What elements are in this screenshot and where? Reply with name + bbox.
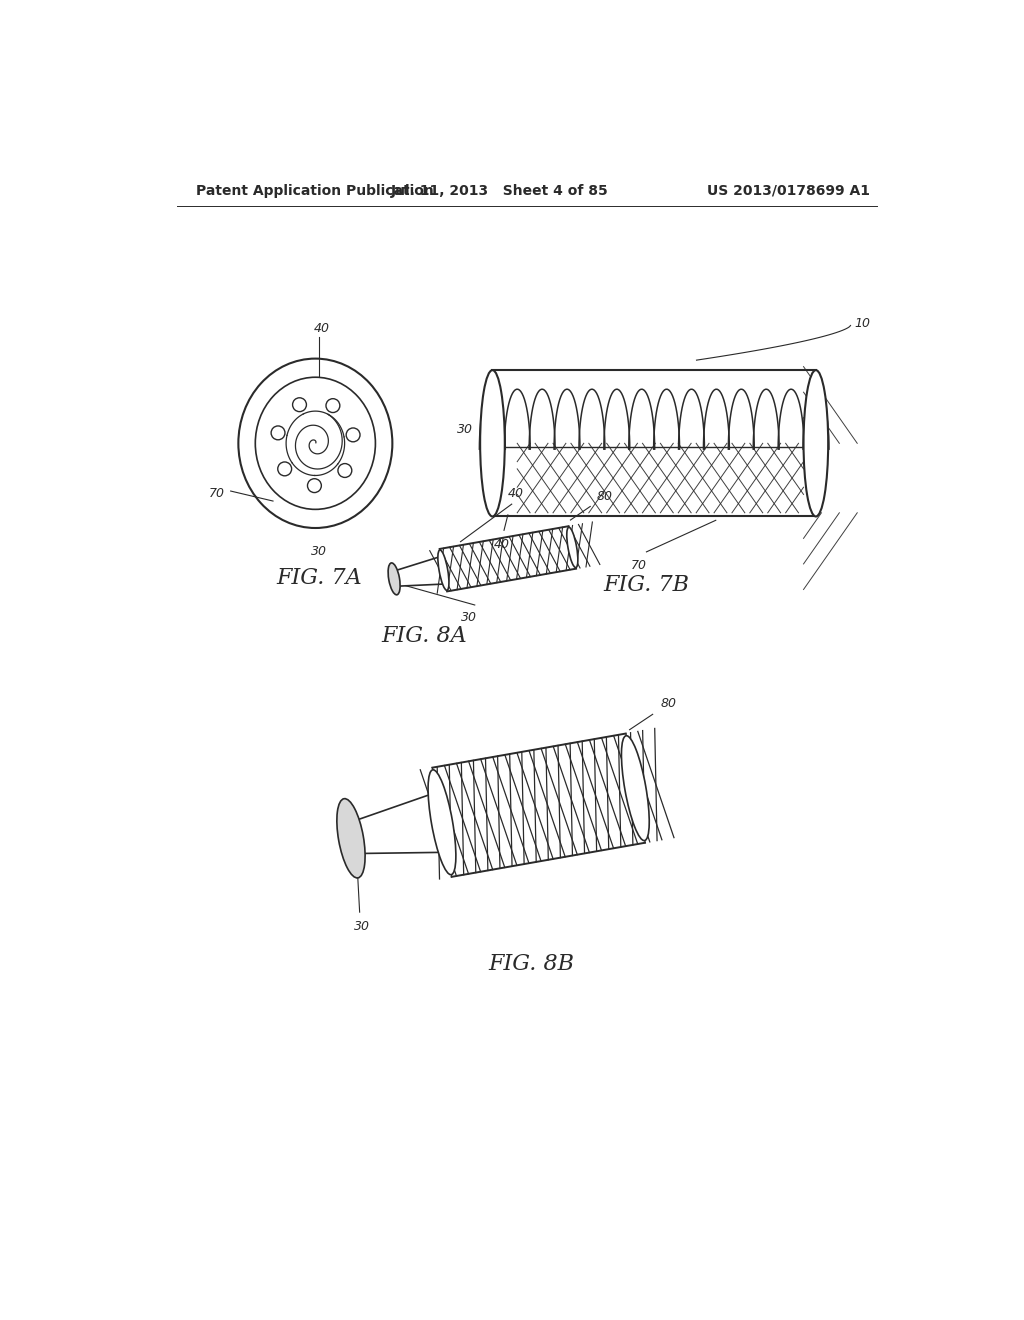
Text: FIG. 7B: FIG. 7B — [603, 574, 689, 597]
Text: Jul. 11, 2013   Sheet 4 of 85: Jul. 11, 2013 Sheet 4 of 85 — [391, 183, 609, 198]
Circle shape — [326, 399, 340, 413]
Text: 80: 80 — [596, 490, 612, 503]
Text: 70: 70 — [209, 487, 224, 500]
Circle shape — [278, 462, 292, 475]
Circle shape — [307, 479, 322, 492]
Text: 30: 30 — [461, 611, 476, 624]
Text: 30: 30 — [311, 545, 328, 558]
Bar — [493, 370, 816, 516]
Text: 30: 30 — [353, 920, 370, 933]
Ellipse shape — [388, 562, 400, 595]
Ellipse shape — [438, 550, 449, 590]
Ellipse shape — [239, 359, 392, 528]
Text: 10: 10 — [854, 317, 870, 330]
Text: 30: 30 — [457, 422, 473, 436]
Ellipse shape — [337, 799, 366, 878]
Circle shape — [293, 397, 306, 412]
Text: FIG. 8A: FIG. 8A — [382, 626, 468, 647]
Circle shape — [338, 463, 352, 478]
Text: US 2013/0178699 A1: US 2013/0178699 A1 — [707, 183, 869, 198]
Text: FIG. 8B: FIG. 8B — [488, 953, 574, 975]
Ellipse shape — [566, 527, 578, 568]
Text: 40: 40 — [313, 322, 330, 335]
Circle shape — [271, 426, 285, 440]
Text: FIG. 7A: FIG. 7A — [276, 566, 362, 589]
Ellipse shape — [480, 370, 505, 516]
Text: 40: 40 — [494, 539, 510, 550]
Text: 80: 80 — [660, 697, 677, 710]
Ellipse shape — [428, 770, 456, 875]
Text: 40: 40 — [508, 487, 523, 500]
Text: Patent Application Publication: Patent Application Publication — [196, 183, 434, 198]
Ellipse shape — [622, 735, 649, 841]
Text: 70: 70 — [631, 558, 647, 572]
Ellipse shape — [255, 378, 376, 510]
Circle shape — [346, 428, 360, 442]
Ellipse shape — [804, 370, 828, 516]
